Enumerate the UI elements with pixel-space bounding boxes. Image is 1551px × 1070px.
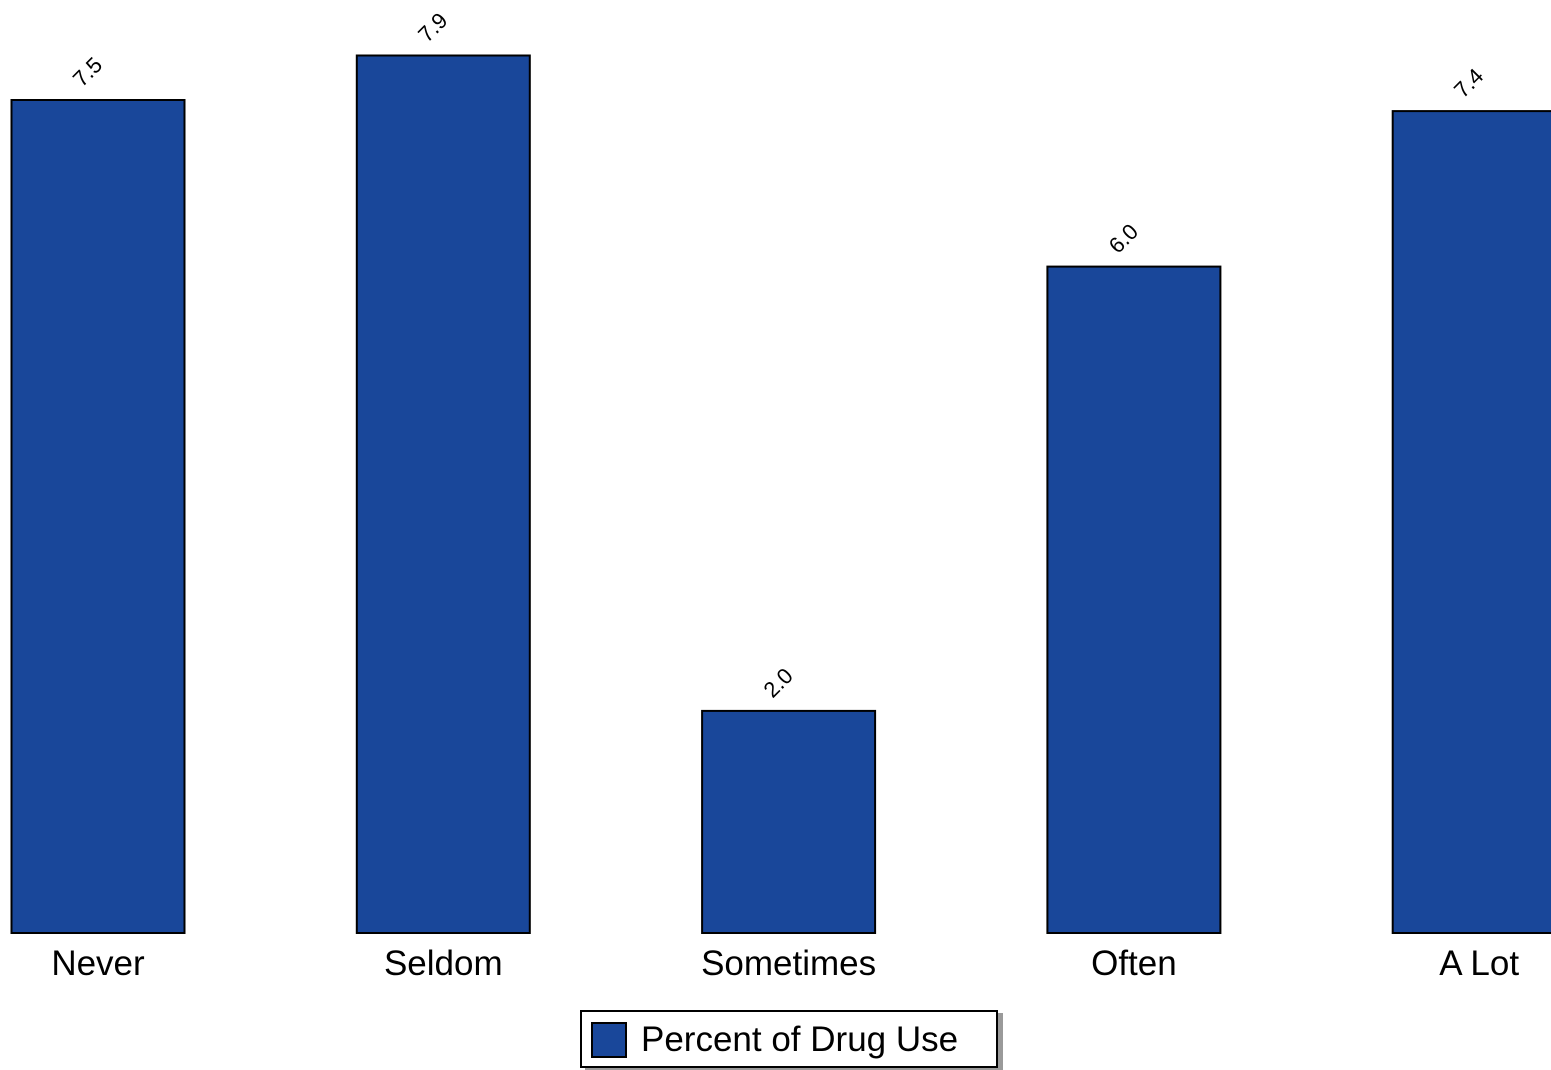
bar-often xyxy=(1046,265,1222,935)
category-label: Sometimes xyxy=(701,944,876,983)
category-label: Seldom xyxy=(384,944,503,983)
legend-swatch xyxy=(591,1022,627,1058)
value-label: 6.0 xyxy=(1104,219,1143,258)
category-label: Never xyxy=(51,944,145,983)
value-label: 7.5 xyxy=(68,52,107,91)
labels-layer: 7.5 Never 7.9 Seldom 2.0 Sometimes 6.0 Often 7.4… xyxy=(51,8,1519,983)
bar-sometimes xyxy=(701,709,877,935)
bars-layer xyxy=(10,54,1551,935)
bar-a-lot xyxy=(1391,110,1551,935)
value-label: 7.4 xyxy=(1449,63,1488,102)
category-label: A Lot xyxy=(1439,944,1519,983)
legend-label: Percent of Drug Use xyxy=(641,1020,959,1059)
bar-never xyxy=(10,99,186,934)
bar-seldom xyxy=(355,54,531,934)
legend: Percent of Drug Use xyxy=(580,1010,998,1068)
category-label: Often xyxy=(1091,944,1177,983)
value-label: 7.9 xyxy=(413,8,452,47)
value-label: 2.0 xyxy=(758,663,797,702)
